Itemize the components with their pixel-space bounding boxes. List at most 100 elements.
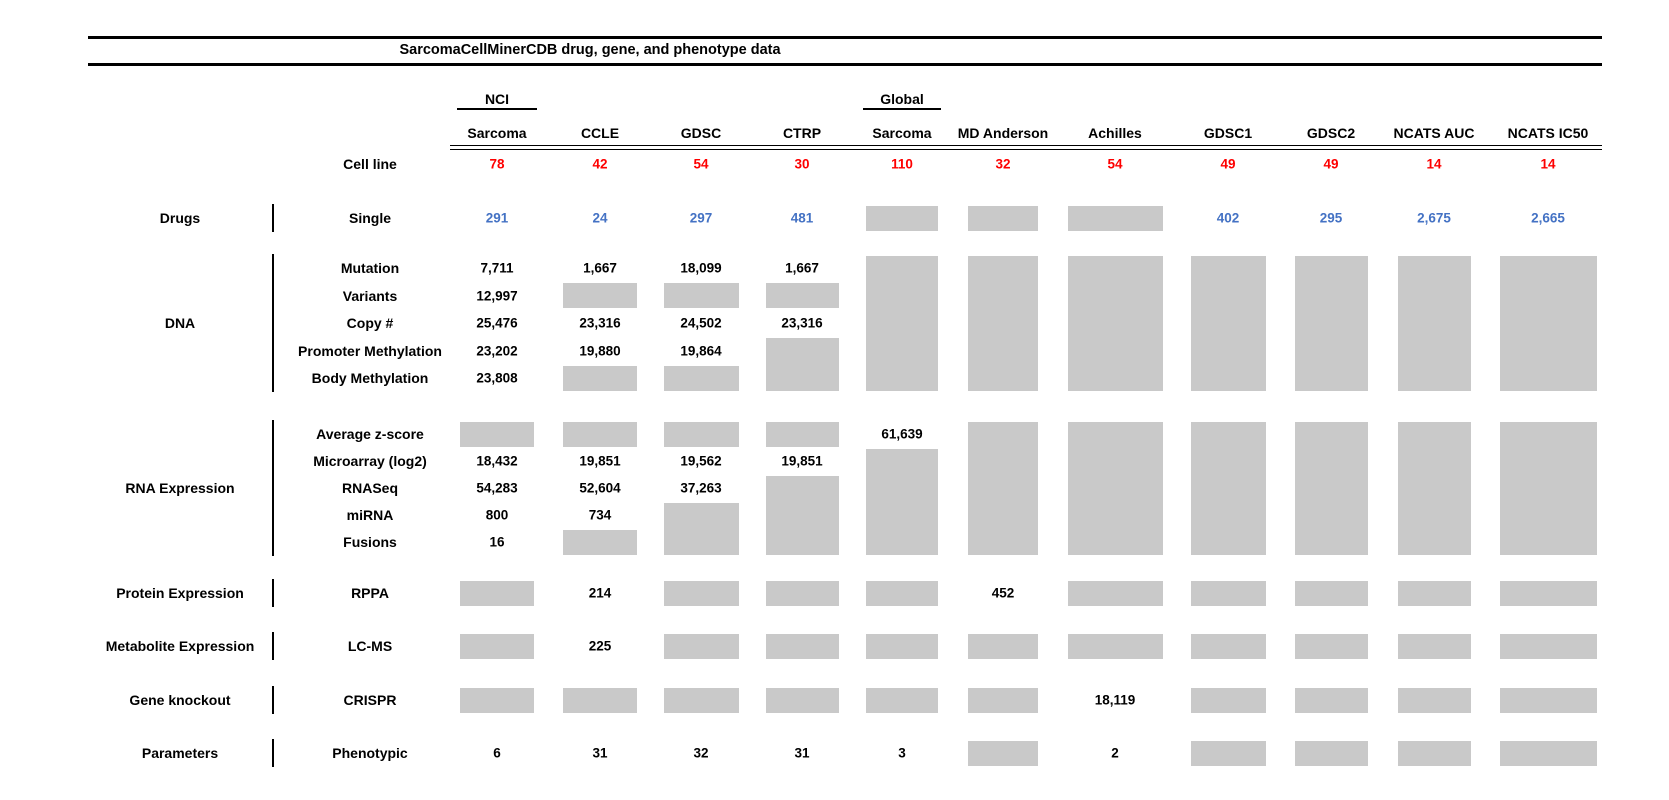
cell-value: 23,316 [781, 315, 823, 331]
no-data-box [1294, 255, 1368, 391]
row-label: LC-MS [347, 638, 393, 654]
no-data-box [1067, 255, 1163, 391]
no-data-box [1397, 255, 1471, 391]
no-data-box [563, 365, 637, 391]
cell-value: 16 [489, 534, 505, 550]
cell-value: 37,263 [680, 480, 722, 496]
no-data-box [663, 502, 739, 555]
cell-value: 19,851 [579, 453, 621, 469]
cell-value: 1,667 [785, 260, 819, 276]
no-data-box [1190, 687, 1266, 713]
title-top-rule [88, 36, 1602, 39]
cell-value: 31 [592, 745, 608, 761]
row-label: Body Methylation [311, 370, 429, 386]
row-label: Promoter Methylation [298, 342, 442, 359]
category-label: Protein Expression [116, 585, 244, 601]
cell-value: 18,432 [476, 453, 518, 469]
column-group-label: NCI [484, 91, 510, 107]
category-label: Metabolite Expression [105, 638, 255, 654]
no-data-box [1190, 633, 1266, 659]
table-title: SarcomaCellMinerCDB drug, gene, and phen… [399, 42, 781, 58]
cell-value: 24 [592, 210, 608, 226]
cell-value: 52,604 [579, 480, 621, 496]
cell-value: 214 [588, 585, 612, 601]
cell-line-count: 42 [592, 156, 608, 172]
no-data-box [1190, 421, 1266, 555]
no-data-box [460, 687, 534, 713]
cell-value: 734 [588, 507, 612, 523]
no-data-box [1294, 633, 1368, 659]
column-header: MD Anderson [957, 125, 1049, 141]
cell-value: 800 [485, 507, 509, 523]
cell-value: 23,808 [476, 370, 518, 386]
no-data-box [765, 580, 839, 606]
category-divider [272, 204, 274, 232]
cell-value: 19,562 [680, 453, 722, 469]
no-data-box [1067, 421, 1163, 555]
row-label: Copy # [346, 315, 394, 331]
cell-value: 291 [485, 210, 509, 226]
no-data-box [1499, 687, 1597, 713]
category-divider [272, 632, 274, 660]
row-label: RNASeq [341, 480, 399, 496]
cell-line-count: 54 [693, 156, 709, 172]
cell-line-count: 54 [1107, 156, 1123, 172]
no-data-box [765, 283, 839, 308]
row-label: Single [348, 210, 392, 226]
cell-value: 18,119 [1094, 692, 1136, 708]
cell-value: 2 [1111, 745, 1119, 761]
no-data-box [968, 205, 1038, 231]
category-label: Gene knockout [129, 692, 231, 708]
no-data-box [765, 421, 839, 447]
cell-value: 402 [1216, 210, 1240, 226]
cell-value: 19,880 [579, 343, 621, 358]
column-header: CTRP [782, 125, 822, 141]
category-label: RNA Expression [125, 480, 235, 496]
no-data-box [968, 633, 1038, 659]
no-data-box [563, 687, 637, 713]
no-data-box [866, 205, 938, 231]
cell-line-label: Cell line [343, 156, 397, 172]
no-data-box [460, 580, 534, 606]
cell-line-count: 14 [1540, 156, 1556, 172]
cell-value: 6 [493, 745, 501, 761]
no-data-box [1294, 740, 1368, 766]
category-divider [272, 686, 274, 714]
no-data-box [866, 633, 938, 659]
cell-value: 3 [898, 745, 906, 761]
cell-line-count: 78 [489, 156, 505, 172]
no-data-box [663, 283, 739, 308]
no-data-box [1499, 421, 1597, 555]
cell-value: 12,997 [476, 288, 518, 303]
no-data-box [765, 475, 839, 555]
row-label: Average z-score [316, 426, 424, 442]
column-header: NCATS IC50 [1507, 125, 1589, 141]
cell-value: 225 [588, 638, 612, 654]
no-data-box [663, 365, 739, 391]
cell-value: 452 [991, 585, 1015, 601]
cell-line-count: 49 [1323, 156, 1339, 172]
no-data-box [1397, 421, 1471, 555]
no-data-box [1397, 740, 1471, 766]
row-label: Mutation [340, 260, 400, 276]
title-bottom-rule [88, 63, 1602, 66]
cell-value: 18,099 [680, 260, 722, 276]
category-divider [272, 420, 274, 556]
cell-value: 24,502 [680, 315, 722, 331]
cell-value: 2,675 [1417, 210, 1451, 226]
no-data-box [563, 421, 637, 447]
no-data-box [563, 529, 637, 555]
cell-value: 31 [794, 745, 810, 761]
cell-value: 23,316 [579, 315, 621, 331]
cell-value: 25,476 [476, 315, 518, 331]
no-data-box [765, 633, 839, 659]
no-data-box [663, 633, 739, 659]
category-divider [272, 579, 274, 607]
no-data-box [663, 421, 739, 447]
row-label: Phenotypic [332, 745, 408, 761]
no-data-box [765, 338, 839, 391]
no-data-box [968, 255, 1038, 391]
column-header: GDSC [680, 125, 722, 141]
row-label: miRNA [346, 507, 394, 523]
category-label: DNA [164, 315, 196, 331]
